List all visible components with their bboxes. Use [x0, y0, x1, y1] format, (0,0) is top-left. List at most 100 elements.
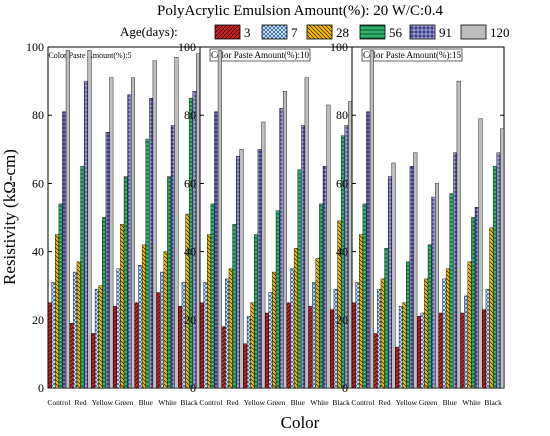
bar-green-age-120	[130, 77, 135, 389]
bar-blue-age-3	[286, 302, 291, 389]
bar-blue-age-7	[138, 265, 143, 389]
bar-blue-age-91	[453, 152, 458, 389]
bar-control-age-120	[369, 50, 374, 389]
x-tick-label: Green	[419, 398, 438, 407]
y-tick-label: 40	[336, 245, 348, 259]
bar-blue-age-28	[445, 268, 450, 389]
x-tick-label: Black	[484, 398, 502, 407]
legend: Age(days): 3 7 28 56 91 120	[120, 24, 510, 40]
legend-swatch-91	[409, 24, 436, 40]
bar-blue-age-28	[293, 247, 298, 389]
x-tick-label: Control	[47, 398, 70, 407]
x-tick-label: Green	[115, 398, 134, 407]
bar-white-age-56	[471, 217, 476, 389]
bar-white-age-7	[160, 271, 165, 389]
bar-green-age-7	[420, 312, 425, 389]
legend-label-120: 120	[490, 25, 510, 40]
bar-red-age-28	[76, 261, 81, 389]
bar-control-age-7	[51, 282, 56, 389]
bar-yellow-age-28	[250, 302, 255, 389]
x-tick-label: Yellow	[92, 398, 114, 407]
bar-blue-age-120	[304, 77, 309, 389]
x-tick-label: Black	[332, 398, 350, 407]
legend-label-3: 3	[244, 25, 251, 40]
bar-yellow-age-120	[261, 121, 266, 389]
bar-red-age-56	[80, 166, 85, 389]
bar-white-age-7	[464, 295, 469, 389]
bar-green-age-28	[120, 224, 125, 389]
bar-yellow-age-120	[413, 152, 418, 389]
y-tick-label: 20	[336, 313, 348, 327]
bar-blue-age-91	[301, 125, 306, 389]
y-tick-label: 80	[336, 108, 348, 122]
bar-red-age-28	[380, 278, 385, 389]
bar-control-age-56	[210, 203, 215, 389]
x-tick-label: Red	[379, 398, 391, 407]
bar-control-age-56	[362, 203, 367, 389]
y-tick-label: 40	[184, 245, 196, 259]
bar-red-age-7	[377, 288, 382, 389]
panel-label: Color Paste Amount(%):15	[363, 50, 461, 60]
bar-white-age-3	[156, 292, 161, 389]
bar-red-age-91	[235, 155, 240, 389]
bar-black-age-120	[348, 101, 353, 389]
bar-yellow-age-3	[243, 343, 248, 389]
legend-swatch-56	[359, 24, 386, 40]
bar-black-age-3	[482, 309, 487, 389]
bar-red-age-56	[384, 247, 389, 389]
bar-black-age-120	[196, 53, 201, 389]
bar-white-age-3	[460, 312, 465, 389]
bar-black-age-91	[496, 152, 501, 389]
bar-yellow-age-91	[105, 132, 110, 389]
y-tick-label: 80	[32, 108, 44, 122]
bar-blue-age-120	[152, 60, 157, 389]
panel-2: 0 20 40 60 80 100 Color Paste Amount(%):10 Cont…	[178, 40, 353, 407]
y-tick-label: 100	[330, 40, 348, 54]
bar-yellow-age-56	[254, 234, 259, 389]
bar-yellow-age-56	[102, 217, 107, 389]
panel-label: Color Paste Amount(%):10	[211, 50, 309, 60]
bar-yellow-age-120	[109, 77, 114, 389]
y-tick-label: 0	[342, 381, 348, 395]
bar-green-age-28	[272, 271, 277, 389]
x-tick-label: Red	[75, 398, 87, 407]
bar-green-age-91	[279, 108, 284, 389]
bar-white-age-28	[315, 258, 320, 389]
bar-red-age-56	[232, 224, 237, 389]
legend-label-56: 56	[389, 25, 403, 40]
bar-control-age-91	[62, 111, 67, 389]
panel-label-box	[209, 48, 311, 62]
y-tick-label: 20	[184, 313, 196, 327]
y-tick-label: 100	[26, 40, 44, 54]
bar-red-age-91	[83, 80, 88, 389]
bar-red-age-120	[391, 162, 396, 389]
legend-swatch-28	[306, 24, 333, 40]
y-tick-label: 0	[38, 381, 44, 395]
bar-blue-age-56	[297, 169, 302, 389]
bar-green-age-7	[268, 292, 273, 389]
bar-white-age-56	[167, 176, 172, 389]
bar-yellow-age-28	[402, 302, 407, 389]
y-tick-label: 60	[184, 176, 196, 190]
bar-black-age-56	[188, 97, 193, 389]
bar-white-age-28	[163, 251, 168, 389]
bar-control-age-120	[217, 50, 222, 389]
bar-control-age-91	[366, 111, 371, 389]
bar-blue-age-120	[456, 80, 461, 389]
bar-black-age-28	[185, 213, 190, 389]
legend-swatch-7	[261, 24, 288, 40]
x-tick-label: Black	[180, 398, 198, 407]
bar-control-age-120	[65, 50, 70, 389]
bar-white-age-3	[308, 305, 313, 389]
y-tick-label: 100	[178, 40, 196, 54]
bar-white-age-91	[474, 207, 479, 389]
bar-red-age-3	[69, 323, 74, 389]
bar-red-age-3	[221, 326, 226, 389]
bar-green-age-56	[427, 244, 432, 389]
x-tick-label: White	[310, 398, 329, 407]
bar-red-age-28	[228, 268, 233, 389]
panel-label-box	[361, 48, 463, 62]
